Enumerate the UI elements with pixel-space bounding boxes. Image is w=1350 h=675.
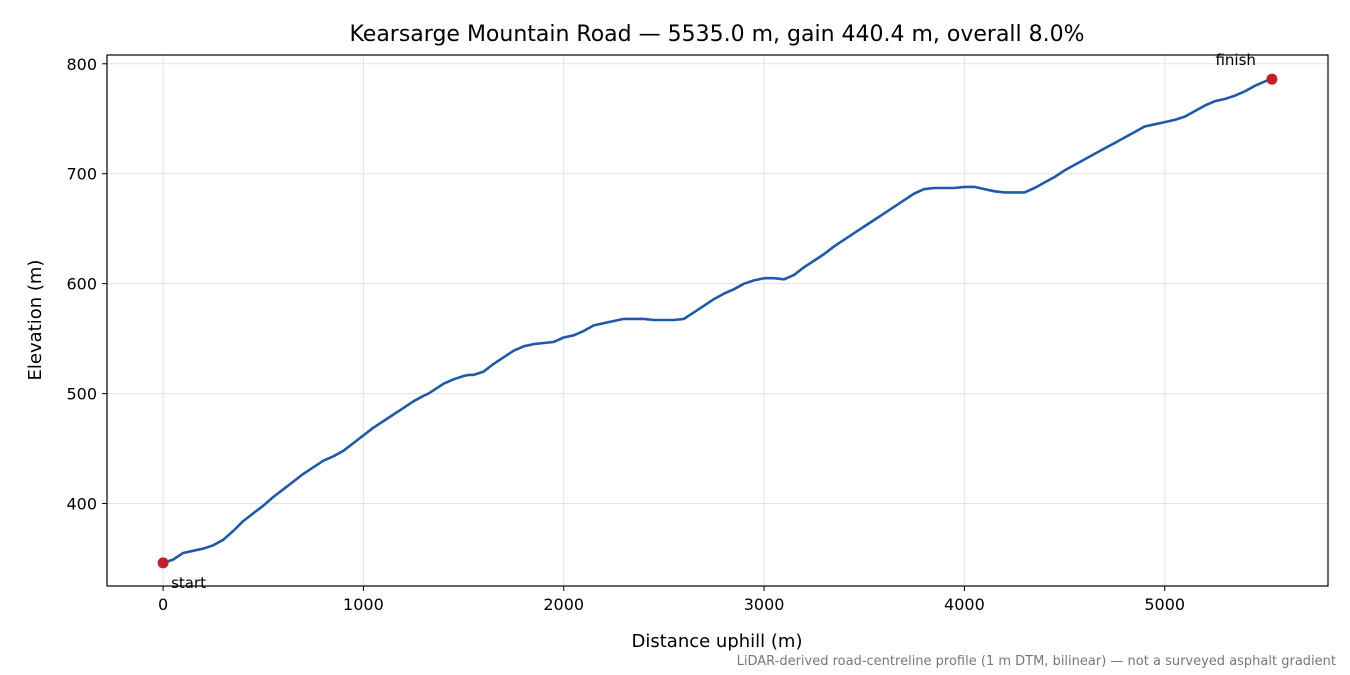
annotations: start finish: [157, 51, 1278, 592]
grid-lines: [107, 55, 1328, 586]
y-tick-label: 600: [66, 275, 97, 294]
chart-title: Kearsarge Mountain Road — 5535.0 m, gain…: [349, 22, 1084, 47]
plot-area-frame: [106, 54, 1329, 587]
x-tick-label: 1000: [343, 595, 384, 614]
x-tick-label: 5000: [1144, 595, 1185, 614]
y-axis-ticks: 400 500 600 700 800: [66, 55, 107, 514]
footnote: LiDAR-derived road-centreline profile (1…: [737, 654, 1336, 669]
x-axis-label: Distance uphill (m): [632, 631, 803, 652]
x-tick-label: 3000: [744, 595, 785, 614]
y-tick-label: 700: [66, 165, 97, 184]
elevation-profile-line: [161, 77, 1274, 565]
x-axis-ticks: 0 1000 2000 3000 4000 5000: [158, 586, 1185, 614]
y-tick-label: 500: [66, 385, 97, 404]
y-axis-label: Elevation (m): [25, 260, 46, 381]
series-layer: [161, 77, 1274, 565]
x-tick-label: 4000: [944, 595, 985, 614]
y-tick-label: 400: [66, 495, 97, 514]
finish-marker: [1266, 73, 1278, 85]
x-tick-label: 0: [158, 595, 168, 614]
x-tick-label: 2000: [543, 595, 584, 614]
finish-label: finish: [1215, 51, 1255, 69]
start-label: start: [171, 574, 206, 592]
start-marker: [157, 557, 169, 569]
y-tick-label: 800: [66, 55, 97, 74]
